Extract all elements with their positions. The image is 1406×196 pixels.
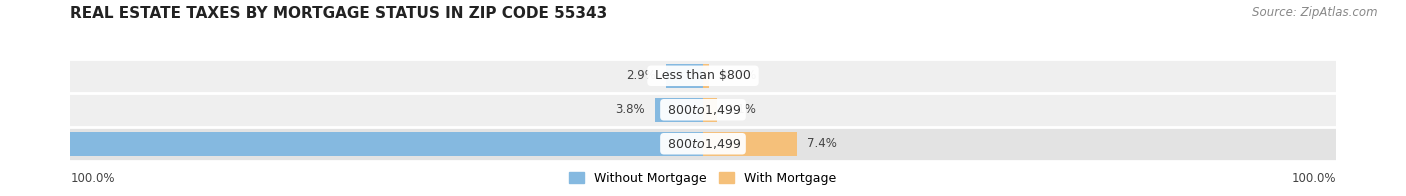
Bar [0,132,703,156]
Bar [703,98,717,122]
Text: $800 to $1,499: $800 to $1,499 [664,137,742,151]
Bar [70,127,1336,161]
Text: Less than $800: Less than $800 [651,69,755,82]
Bar [703,64,709,88]
Bar [666,64,703,88]
Text: Source: ZipAtlas.com: Source: ZipAtlas.com [1253,6,1378,19]
Bar [703,132,797,156]
Text: 2.9%: 2.9% [626,69,657,82]
Text: 100.0%: 100.0% [1291,172,1336,185]
Text: 7.4%: 7.4% [807,137,837,150]
Legend: Without Mortgage, With Mortgage: Without Mortgage, With Mortgage [564,167,842,190]
Text: 100.0%: 100.0% [70,172,115,185]
Text: 0.47%: 0.47% [718,69,756,82]
Text: $800 to $1,499: $800 to $1,499 [664,103,742,117]
Text: 3.8%: 3.8% [616,103,645,116]
Bar [655,98,703,122]
Bar [70,93,1336,127]
Bar [70,59,1336,93]
Text: 1.1%: 1.1% [727,103,756,116]
Text: REAL ESTATE TAXES BY MORTGAGE STATUS IN ZIP CODE 55343: REAL ESTATE TAXES BY MORTGAGE STATUS IN … [70,6,607,21]
